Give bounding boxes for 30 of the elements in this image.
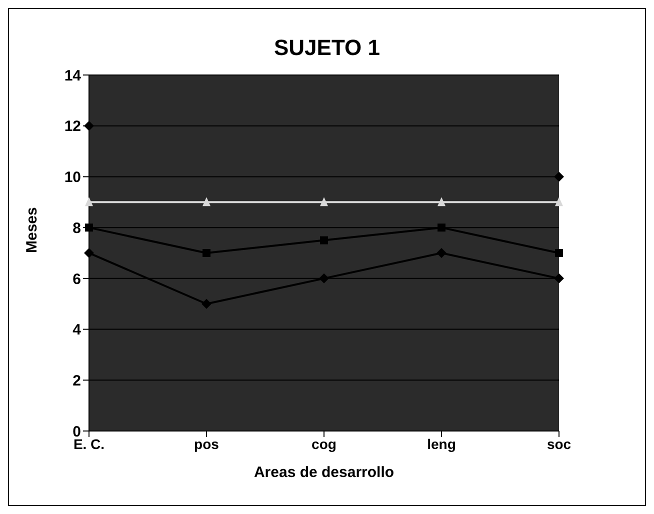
y-axis-title: Meses	[23, 207, 40, 253]
point	[202, 298, 212, 309]
y-tick-label: 12	[64, 118, 81, 136]
y-tick-label: 8	[72, 220, 81, 237]
point	[555, 197, 563, 206]
point	[438, 197, 446, 206]
x-tick-label: leng	[427, 436, 456, 452]
point	[202, 249, 210, 257]
y-tick-label: 10	[64, 169, 81, 186]
y-tick-label: 14	[64, 67, 82, 84]
point	[554, 172, 564, 182]
point	[84, 248, 94, 258]
x-tick-label: pos	[194, 436, 220, 452]
point	[85, 224, 93, 232]
x-tick-label: soc	[546, 436, 572, 452]
point	[202, 197, 210, 206]
point	[320, 197, 328, 206]
chart-title: SUJETO 1	[273, 35, 381, 61]
y-tick-label: 2	[72, 372, 81, 390]
point	[554, 273, 564, 284]
x-axis-title: Areas de desarrollo	[254, 464, 394, 481]
point	[436, 248, 446, 258]
y-tick-label: 4	[72, 322, 82, 339]
y-tick-label: 6	[72, 270, 81, 288]
point	[319, 273, 329, 284]
point	[85, 197, 93, 206]
x-tick-label: cog	[312, 436, 336, 452]
point	[320, 236, 328, 244]
point	[555, 249, 563, 257]
point	[438, 224, 446, 232]
